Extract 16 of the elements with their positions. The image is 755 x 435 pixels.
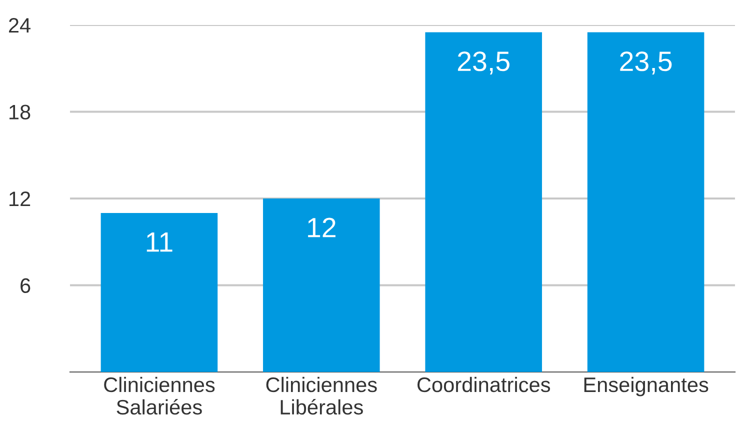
data-label: 23,5 <box>620 52 672 74</box>
bar <box>263 198 380 372</box>
x-tick-label: Coordinatrices <box>418 376 550 392</box>
y-tick-label: 24 <box>8 18 31 33</box>
y-tick-label: 12 <box>10 192 30 206</box>
x-tick-label: Cliniciennes Salariées <box>104 376 215 415</box>
data-label: 11 <box>146 232 172 252</box>
data-label: 12 <box>308 218 336 238</box>
bar <box>587 32 704 372</box>
data-label: 23,5 <box>458 52 510 74</box>
x-tick-label: Enseignantes <box>584 376 708 396</box>
y-tick-label: 18 <box>10 104 30 120</box>
bar <box>425 32 542 372</box>
y-tick-label: 6 <box>20 278 30 294</box>
bar <box>100 212 218 372</box>
x-tick-label: Cliniciennes Libérales <box>266 376 377 415</box>
